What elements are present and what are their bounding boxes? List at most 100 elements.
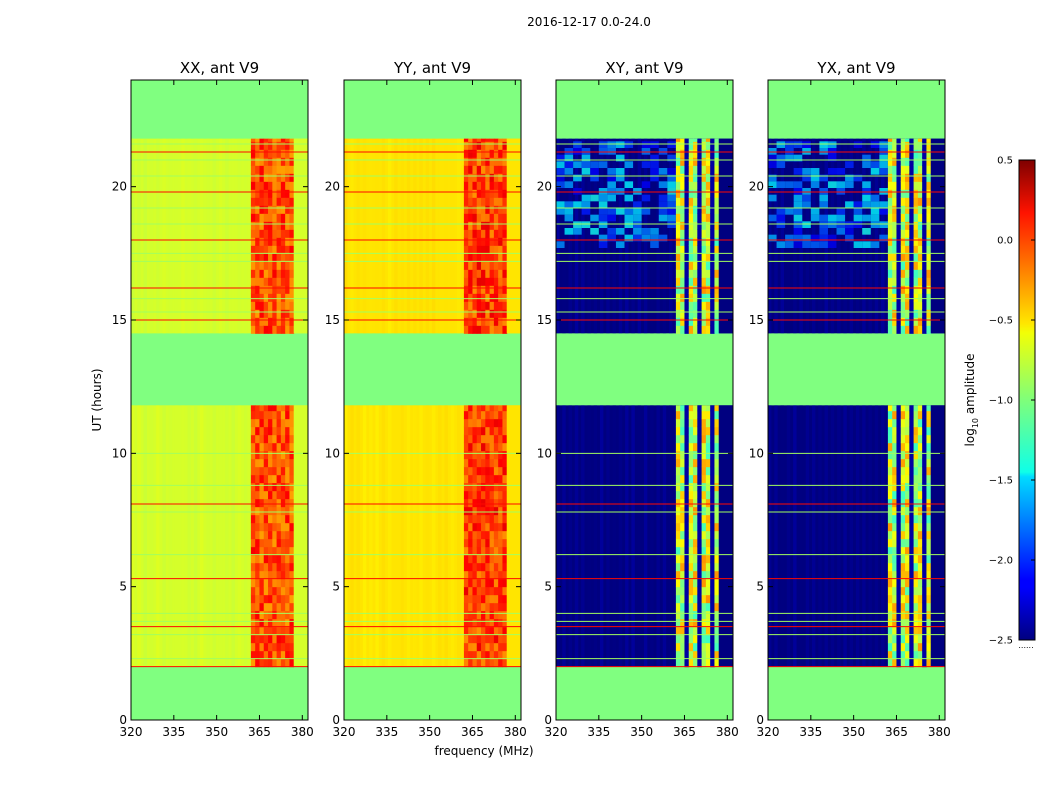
channel-stripe bbox=[149, 405, 154, 667]
rfi-cell bbox=[675, 586, 681, 596]
rfi-cell bbox=[896, 506, 902, 516]
rfi-cell bbox=[250, 658, 256, 668]
rfi-cell bbox=[688, 634, 694, 644]
rfi-cell bbox=[498, 442, 503, 452]
rfi-cell bbox=[250, 410, 256, 420]
rfi-cell bbox=[684, 570, 690, 580]
rfi-cell bbox=[697, 474, 703, 484]
rfi-cell bbox=[502, 586, 508, 596]
rfi-cell bbox=[887, 229, 893, 238]
cross-pol-patch bbox=[556, 174, 565, 182]
cross-pol-patch bbox=[776, 181, 786, 188]
rfi-cell bbox=[476, 570, 482, 580]
rfi-cell bbox=[909, 173, 915, 182]
rfi-cell bbox=[285, 173, 290, 182]
rfi-cell bbox=[926, 530, 932, 540]
rfi-cell bbox=[276, 205, 282, 214]
rfi-cell bbox=[472, 658, 478, 668]
rfi-cell bbox=[498, 658, 503, 668]
rfi-cell bbox=[688, 474, 694, 484]
rfi-cell bbox=[701, 562, 707, 572]
rfi-cell bbox=[710, 498, 715, 508]
rfi-cell bbox=[280, 554, 286, 564]
rfi-cell bbox=[905, 138, 910, 142]
rfi-cell bbox=[705, 610, 711, 620]
rfi-cell bbox=[259, 514, 265, 524]
rfi-cell bbox=[675, 650, 681, 660]
rfi-cell bbox=[917, 301, 923, 310]
rfi-cell bbox=[502, 237, 508, 246]
cross-pol-patch bbox=[624, 161, 634, 168]
cross-pol-patch bbox=[650, 141, 659, 148]
rfi-cell bbox=[905, 530, 910, 540]
rfi-cell bbox=[259, 229, 265, 238]
rfi-cell bbox=[489, 277, 495, 286]
rfi-cell bbox=[710, 610, 715, 620]
rfi-cell bbox=[710, 317, 715, 326]
rfi-cell bbox=[896, 165, 902, 174]
rfi-cell bbox=[468, 418, 473, 428]
rfi-cell bbox=[684, 173, 690, 182]
rfi-cell bbox=[887, 554, 893, 564]
rfi-cell bbox=[250, 309, 256, 318]
rfi-cell bbox=[900, 586, 906, 596]
rfi-cell bbox=[498, 205, 503, 214]
rfi-cell bbox=[926, 229, 932, 238]
rfi-cell bbox=[259, 434, 265, 444]
rfi-cell bbox=[714, 506, 720, 516]
rfi-cell bbox=[268, 317, 273, 326]
rfi-cell bbox=[900, 181, 906, 190]
rfi-cell bbox=[714, 426, 720, 436]
rfi-cell bbox=[714, 650, 720, 660]
cross-pol-patch bbox=[836, 208, 846, 215]
panel-title: YY, ant V9 bbox=[393, 59, 471, 77]
channel-stripe bbox=[419, 138, 423, 334]
cross-pol-patch bbox=[573, 174, 582, 182]
cross-pol-patch bbox=[879, 208, 888, 215]
rfi-cell bbox=[684, 410, 690, 420]
y-axis-label: UT (hours) bbox=[90, 368, 104, 431]
rfi-cell bbox=[913, 245, 919, 254]
rfi-cell bbox=[272, 181, 278, 190]
rfi-cell bbox=[263, 578, 269, 588]
rfi-cell bbox=[498, 490, 503, 500]
rfi-cell bbox=[463, 602, 469, 612]
rfi-cell bbox=[892, 450, 897, 460]
rfi-cell bbox=[900, 530, 906, 540]
rfi-cell bbox=[268, 610, 273, 620]
channel-stripe bbox=[637, 405, 642, 667]
rfi-cell bbox=[489, 293, 495, 302]
rfi-cell bbox=[887, 434, 893, 444]
cross-pol-patch bbox=[768, 214, 777, 222]
rfi-cell bbox=[255, 317, 260, 326]
rfi-cell bbox=[259, 205, 265, 214]
rfi-cell bbox=[250, 538, 256, 548]
rfi-cell bbox=[887, 458, 893, 468]
rfi-cell bbox=[250, 450, 256, 460]
cross-pol-patch bbox=[862, 241, 871, 248]
rfi-cell bbox=[701, 205, 707, 214]
rfi-cell bbox=[905, 301, 910, 310]
rfi-cell bbox=[913, 237, 919, 246]
rfi-cell bbox=[688, 562, 694, 572]
channel-stripe bbox=[805, 405, 810, 667]
rfi-cell bbox=[489, 253, 495, 262]
rfi-cell bbox=[917, 173, 923, 182]
rfi-cell bbox=[481, 181, 486, 190]
rfi-cell bbox=[468, 277, 473, 286]
rfi-cell bbox=[502, 594, 508, 604]
rfi-cell bbox=[697, 325, 703, 334]
rfi-cell bbox=[468, 434, 473, 444]
rfi-cell bbox=[289, 253, 295, 262]
rfi-cell bbox=[498, 498, 503, 508]
rfi-cell bbox=[697, 285, 703, 294]
rfi-cell bbox=[680, 285, 685, 294]
rfi-cell bbox=[688, 229, 694, 238]
rfi-cell bbox=[289, 277, 295, 286]
rfi-cell bbox=[255, 498, 260, 508]
rfi-cell bbox=[680, 602, 685, 612]
rfi-cell bbox=[493, 293, 499, 302]
rfi-cell bbox=[498, 410, 503, 420]
rfi-cell bbox=[493, 610, 499, 620]
rfi-cell bbox=[493, 197, 499, 206]
